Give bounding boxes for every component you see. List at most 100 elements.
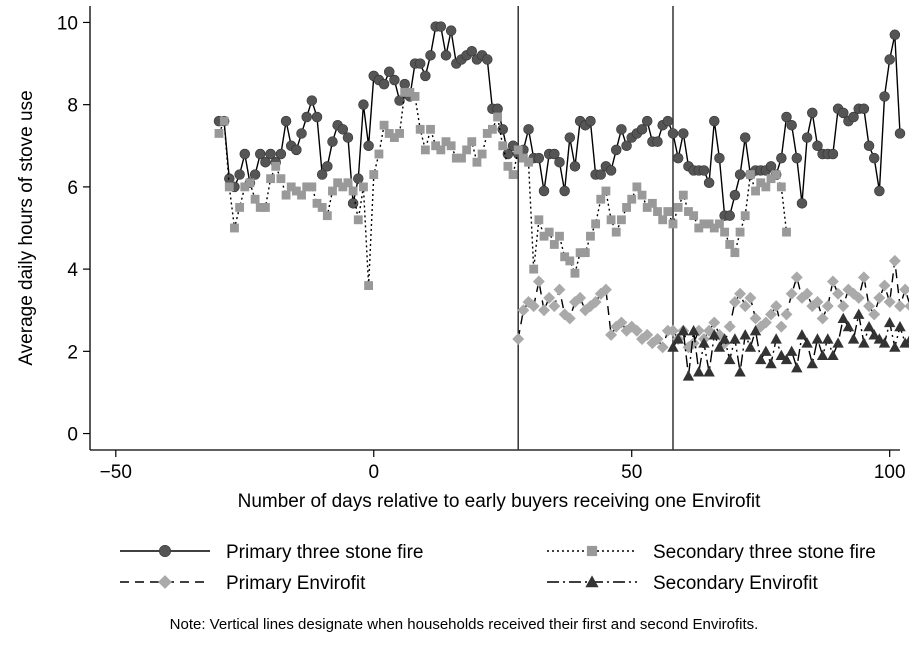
data-point (621, 140, 632, 152)
data-point (534, 215, 544, 225)
data-point (682, 370, 695, 381)
data-point (301, 111, 312, 123)
series-line (219, 25, 901, 217)
data-point (641, 328, 654, 341)
data-point (672, 152, 684, 164)
data-point (776, 152, 787, 164)
data-point (333, 178, 343, 188)
legend-label: Secondary three stone fire (653, 542, 876, 563)
data-point (754, 353, 767, 365)
data-point (431, 141, 441, 151)
data-point (255, 203, 265, 212)
data-point (275, 148, 287, 160)
data-point (698, 337, 710, 348)
data-point (445, 25, 457, 36)
data-point (827, 349, 839, 361)
data-point (322, 211, 332, 221)
data-point (255, 148, 266, 160)
data-point (837, 300, 850, 313)
data-point (570, 268, 580, 278)
data-point (611, 144, 622, 156)
data-point (502, 148, 514, 160)
data-point (337, 124, 349, 135)
data-point (622, 203, 631, 212)
data-point (883, 296, 896, 308)
data-point (239, 148, 251, 160)
data-point (766, 174, 776, 184)
data-point (765, 161, 777, 172)
data-point (539, 231, 549, 241)
data-point (673, 203, 683, 212)
data-point (549, 148, 560, 160)
data-point (616, 124, 627, 135)
data-point (656, 341, 669, 354)
data-point (400, 87, 410, 97)
data-point (477, 149, 487, 159)
data-point (440, 50, 452, 61)
data-point (904, 335, 909, 344)
data-point (822, 333, 834, 344)
data-point (776, 182, 786, 192)
data-point (739, 132, 751, 143)
data-point (667, 324, 679, 337)
data-point (446, 141, 456, 151)
data-point (725, 240, 735, 249)
data-point (646, 337, 659, 350)
series-line (672, 314, 909, 377)
data-point (297, 190, 306, 200)
data-point (878, 337, 891, 348)
legend-label: Primary three stone fire (226, 542, 423, 563)
data-point (250, 194, 260, 204)
data-point (687, 337, 700, 350)
data-point (698, 165, 710, 176)
data-point (801, 337, 813, 348)
data-point (756, 178, 766, 188)
y-tick-label: 0 (67, 425, 78, 446)
legend-label: Primary Envirofit (226, 573, 366, 594)
legend-item: Secondary three stone fire (547, 542, 876, 563)
data-point (508, 170, 518, 179)
data-point (653, 207, 662, 216)
data-point (312, 198, 322, 208)
data-point (353, 173, 364, 184)
legend-item: Primary Envirofit (120, 573, 366, 594)
data-point (744, 291, 757, 304)
data-point (790, 271, 803, 284)
data-point (781, 111, 792, 123)
data-point (796, 329, 808, 340)
data-point (596, 194, 606, 204)
data-point (816, 312, 829, 325)
axes-layer: 0 2 4 6 8 10 −50 0 50 100 (57, 13, 906, 483)
data-point (553, 283, 566, 296)
data-point (492, 103, 503, 115)
data-point (586, 231, 595, 241)
data-point (894, 300, 906, 313)
data-point (389, 133, 399, 142)
data-point (555, 231, 564, 241)
data-point (462, 145, 472, 155)
data-point (863, 320, 875, 332)
data-point (338, 182, 348, 192)
data-point (260, 156, 271, 168)
data-point (317, 203, 327, 212)
data-point (807, 107, 818, 119)
data-point (219, 116, 229, 126)
legend-item: Secondary Envirofit (547, 573, 818, 594)
y-axis-title: Average daily hours of stove use (16, 90, 37, 365)
data-point (857, 271, 870, 284)
data-point (652, 136, 663, 147)
data-point (529, 264, 539, 274)
data-point (771, 170, 781, 179)
data-point (513, 145, 523, 155)
data-point (699, 219, 709, 229)
data-point (584, 300, 597, 313)
data-point (723, 320, 736, 333)
series-2 (512, 254, 909, 354)
data-point (467, 137, 477, 147)
data-point (605, 328, 618, 341)
data-point (744, 341, 757, 352)
data-point (749, 325, 762, 336)
data-point (230, 223, 239, 233)
data-point (472, 157, 482, 167)
